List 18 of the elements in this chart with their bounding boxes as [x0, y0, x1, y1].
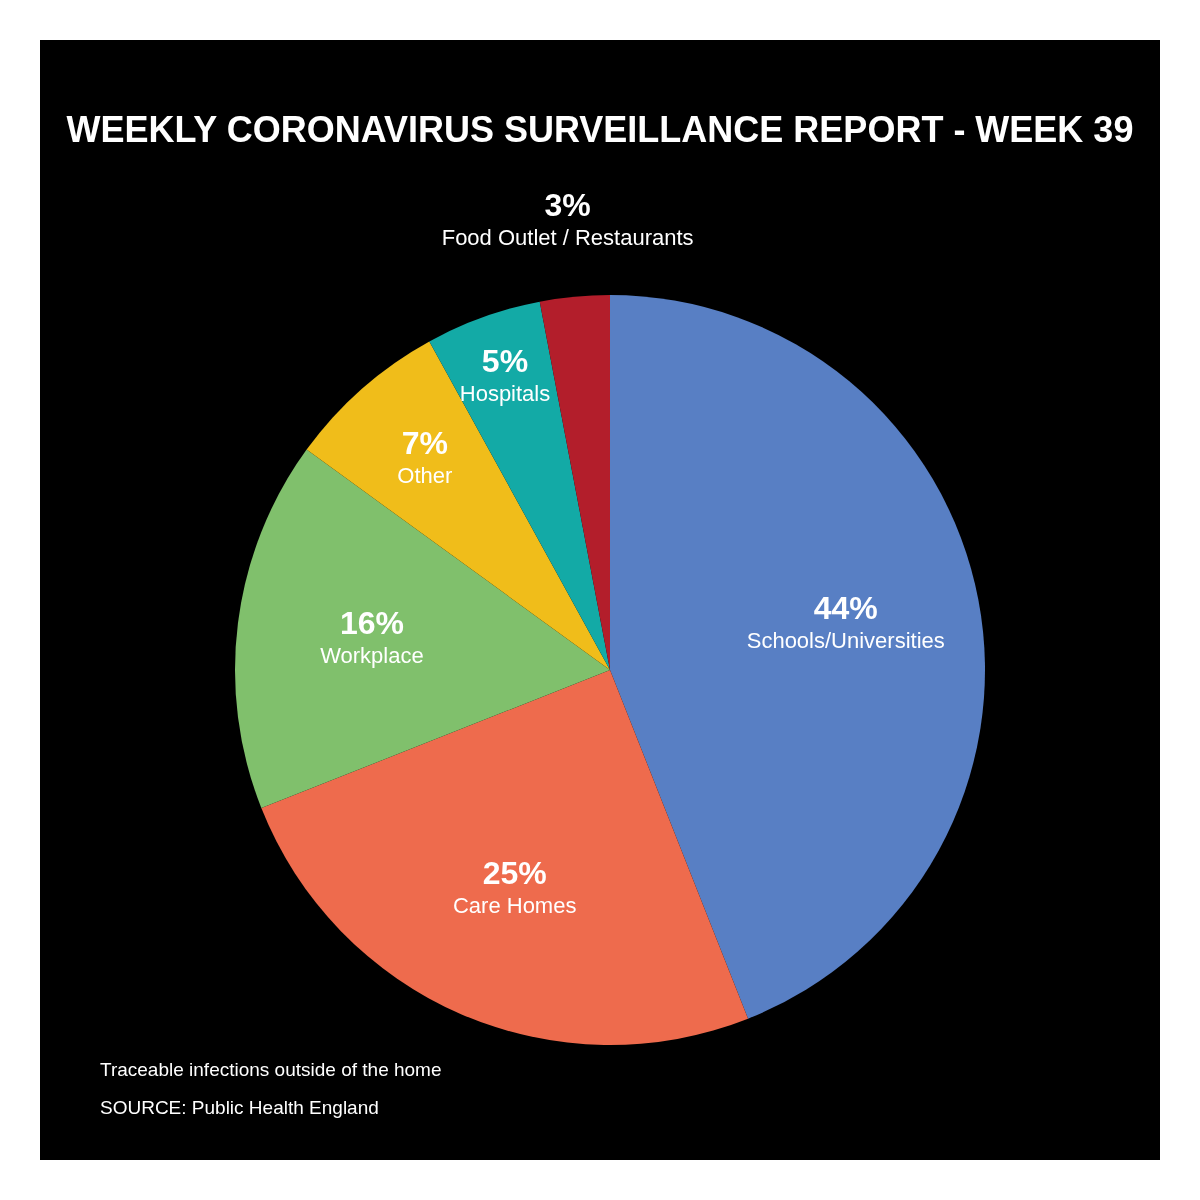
- slice-label: Care Homes: [452, 893, 577, 919]
- data-label: 7%: [401, 424, 448, 461]
- slice-label: Food Outlet / Restaurants: [441, 225, 694, 250]
- data-label: 3%: [544, 187, 591, 223]
- slice-label: Other: [397, 462, 453, 488]
- chart-title: WEEKLY CORONAVIRUS SURVEILLANCE REPORT - WEEK 39: [66, 109, 1134, 150]
- data-label: 44%: [813, 590, 878, 627]
- text: Traceable infections outside of the home: [100, 1059, 442, 1080]
- source-note: SOURCE: Public Health England: [100, 1097, 379, 1118]
- pie-slice: [610, 295, 985, 1019]
- slice-label: Hospitals: [459, 381, 551, 407]
- data-label: 5%: [481, 343, 529, 380]
- data-label: 25%: [482, 855, 547, 892]
- pie-slice: [306, 341, 610, 670]
- pie-slice: [261, 670, 749, 1045]
- slice-label: Workplace: [320, 642, 424, 668]
- data-label: 16%: [339, 604, 404, 641]
- slice-label: Schools/Universities: [746, 628, 945, 654]
